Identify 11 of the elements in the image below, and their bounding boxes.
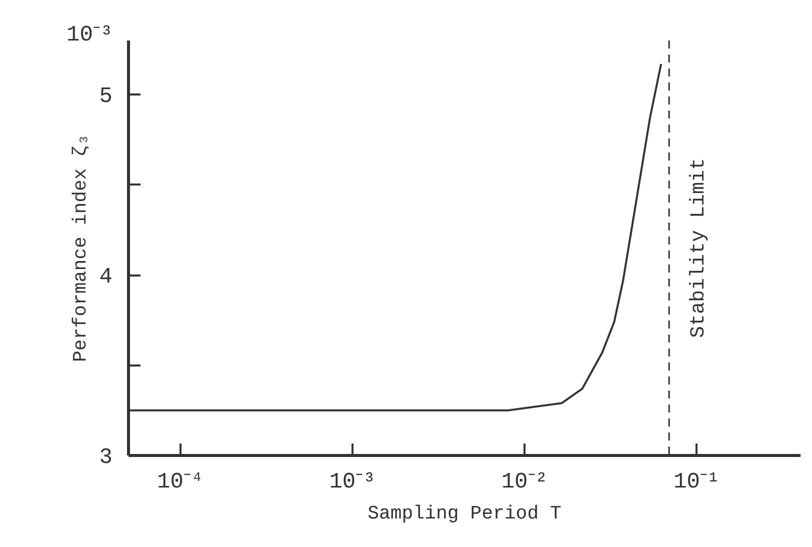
x-tick-label: 10⁻⁴ xyxy=(157,470,204,494)
ref-line-label: Stability Limit xyxy=(688,158,711,338)
text: 10⁻³ xyxy=(66,22,114,48)
x-tick-label: 10⁻³ xyxy=(329,470,376,494)
y-tick-label: 3 xyxy=(99,445,112,470)
y-tick-label: 4 xyxy=(99,264,112,290)
x-tick-label: 10⁻² xyxy=(501,470,548,494)
y-tick-label: 5 xyxy=(99,84,112,110)
y-axis-title: Performance index ζ₃ xyxy=(69,134,92,362)
x-tick-label: 10⁻¹ xyxy=(674,470,720,494)
x-axis-title: Sampling Period T xyxy=(368,502,562,524)
